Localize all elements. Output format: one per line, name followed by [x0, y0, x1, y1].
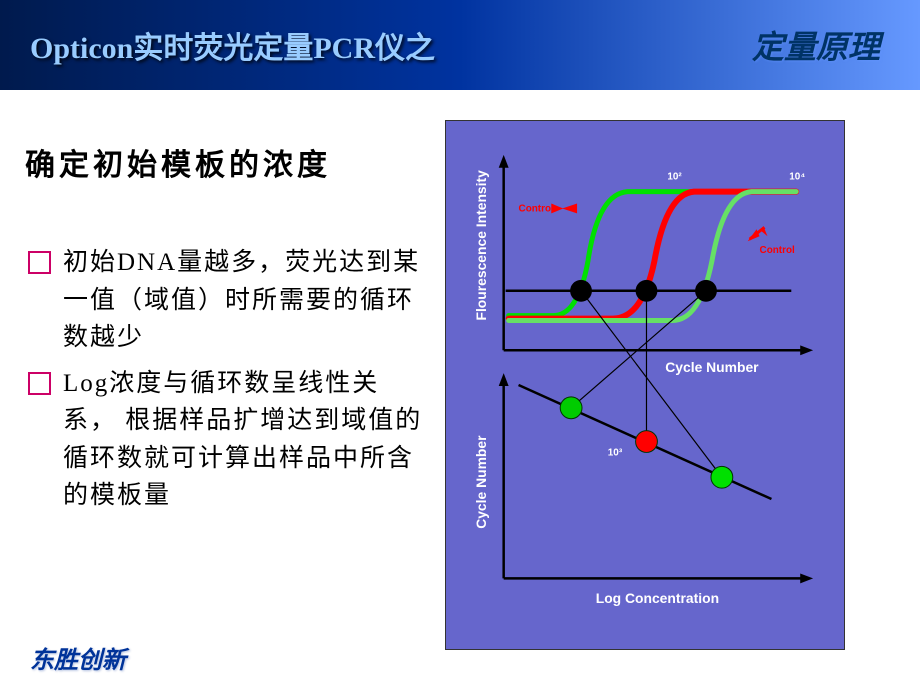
pcr-diagram: Flourescence Intensity Cycle Number Cont…	[464, 141, 826, 629]
top-y-arrow	[499, 155, 509, 168]
content-subtitle: 确定初始模板的浓度	[25, 140, 425, 184]
control-arrow-left	[562, 204, 577, 214]
header-title-right: 定量原理	[752, 22, 880, 68]
top-x-arrow	[800, 345, 813, 355]
bot-y-arrow	[499, 373, 509, 386]
top-y-label: Flourescence Intensity	[473, 170, 489, 321]
control-label-left: Control	[519, 203, 554, 214]
top-x-label: Cycle Number	[665, 359, 759, 375]
standard-point	[560, 397, 582, 419]
bullet-item: 初始DNA量越多，荧光达到某一值（域值）时所需要的循环数越少	[25, 244, 425, 357]
sup-label-2: 10⁴	[789, 172, 805, 183]
label-103: 10³	[608, 447, 623, 458]
diagram-panel: Flourescence Intensity Cycle Number Cont…	[445, 120, 845, 650]
sup-label-1: 10²	[667, 172, 682, 183]
control-arrow-left-tip	[551, 204, 563, 214]
standard-point	[636, 431, 658, 453]
bot-y-label: Cycle Number	[473, 435, 489, 529]
slide-content: 确定初始模板的浓度 初始DNA量越多，荧光达到某一值（域值）时所需要的循环数越少…	[0, 90, 920, 650]
bullet-list: 初始DNA量越多，荧光达到某一值（域值）时所需要的循环数越少 Log浓度与循环数…	[25, 244, 425, 515]
footer-brand: 东胜创新	[30, 640, 126, 675]
slide-header: Opticon实时荧光定量PCR仪之 定量原理	[0, 0, 920, 90]
control-label-right: Control	[760, 245, 795, 256]
standard-point	[711, 466, 733, 488]
header-title-left: Opticon实时荧光定量PCR仪之	[30, 23, 435, 67]
text-panel: 确定初始模板的浓度 初始DNA量越多，荧光达到某一值（域值）时所需要的循环数越少…	[25, 120, 445, 640]
bullet-item: Log浓度与循环数呈线性关系， 根据样品扩增达到域值的循环数就可计算出样品中所含…	[25, 365, 425, 515]
bot-x-arrow	[800, 573, 813, 583]
bot-x-label: Log Concentration	[596, 590, 719, 606]
